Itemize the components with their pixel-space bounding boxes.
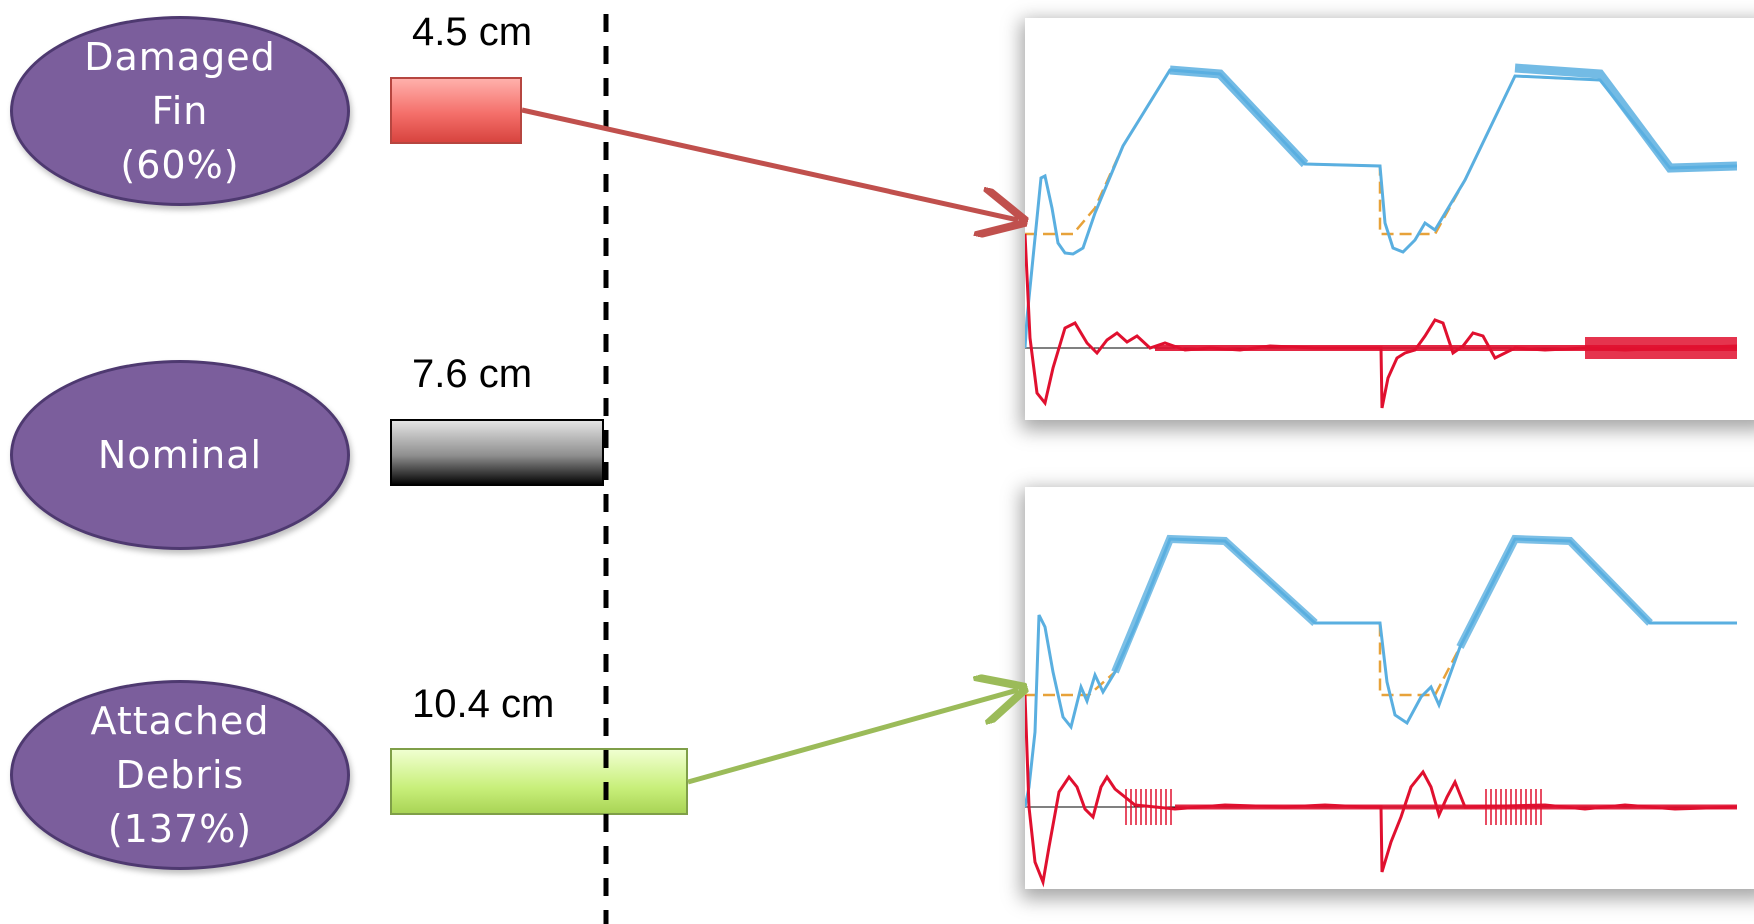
condition-label-line: Nominal (97, 433, 263, 477)
length-label-fin: 4.5 cm (412, 10, 533, 54)
condition-label-line: Fin (151, 89, 209, 133)
fin-bar-debris (390, 748, 688, 815)
response-plot-damaged-fin (1023, 18, 1754, 420)
condition-label-line: (60%) (120, 143, 240, 187)
fin-bar-damaged (390, 77, 522, 144)
response-plot-svg (1023, 534, 1738, 888)
condition-label-line: Attached (90, 699, 270, 743)
actual-trace-oscillation-band (1169, 63, 1738, 173)
arrow-debris-to-plot (687, 690, 1018, 785)
condition-damaged-fin: Damaged Fin (60%) (10, 16, 350, 206)
condition-label-line: Damaged (84, 35, 276, 79)
actual-trace-oscillation-band (1111, 534, 1653, 674)
condition-attached-debris: Attached Debris (137%) (10, 680, 350, 870)
condition-nominal: Nominal (10, 360, 350, 550)
length-label-debris: 10.4 cm (412, 682, 555, 726)
condition-label-line: Debris (115, 753, 245, 797)
condition-label-line: (137%) (107, 807, 253, 851)
length-label-nominal: 7.6 cm (412, 352, 533, 396)
fin-bar-nominal (390, 419, 604, 486)
response-plot-svg (1023, 63, 1738, 409)
arrow-damaged-fin-to-plot (521, 107, 1018, 220)
response-plot-attached-debris (1023, 487, 1754, 889)
